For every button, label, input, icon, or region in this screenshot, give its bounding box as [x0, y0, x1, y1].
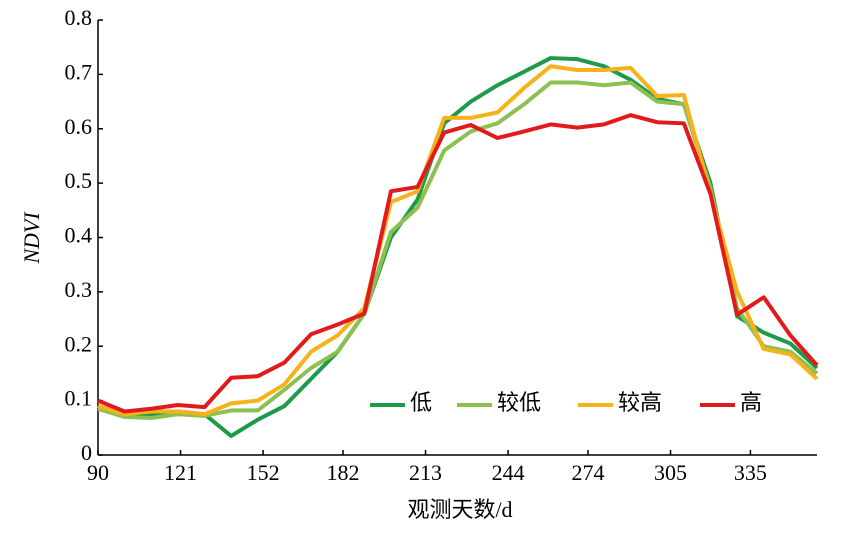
- y-tick-label: 0.8: [65, 5, 93, 30]
- x-tick-label: 182: [326, 460, 359, 485]
- y-tick-label: 0.7: [65, 59, 93, 84]
- legend-label: 较低: [497, 390, 541, 415]
- x-tick-label: 152: [247, 460, 280, 485]
- y-tick-label: 0.1: [65, 386, 93, 411]
- legend-label: 低: [410, 390, 432, 415]
- y-tick-label: 0.4: [65, 223, 93, 248]
- legend-label: 较高: [618, 390, 662, 415]
- x-axis-label: 观测天数/d: [407, 497, 512, 522]
- legend-label: 高: [740, 390, 762, 415]
- data-line: [97, 80, 819, 421]
- x-tick-label: 121: [164, 460, 197, 485]
- data-line: [97, 113, 819, 414]
- x-tick-label: 335: [734, 460, 767, 485]
- y-tick-label: 0: [81, 440, 92, 465]
- y-tick-label: 0.3: [65, 277, 93, 302]
- y-tick-label: 0.2: [65, 331, 93, 356]
- data-line: [97, 64, 819, 417]
- y-axis-label: NDVI: [19, 211, 44, 265]
- x-tick-label: 213: [409, 460, 442, 485]
- y-tick-label: 0.5: [65, 168, 93, 193]
- x-tick-label: 244: [492, 460, 525, 485]
- x-tick-label: 305: [654, 460, 687, 485]
- y-tick-label: 0.6: [65, 114, 93, 139]
- data-line: [97, 56, 819, 438]
- x-tick-label: 274: [571, 460, 604, 485]
- x-tick-label: 90: [87, 460, 109, 485]
